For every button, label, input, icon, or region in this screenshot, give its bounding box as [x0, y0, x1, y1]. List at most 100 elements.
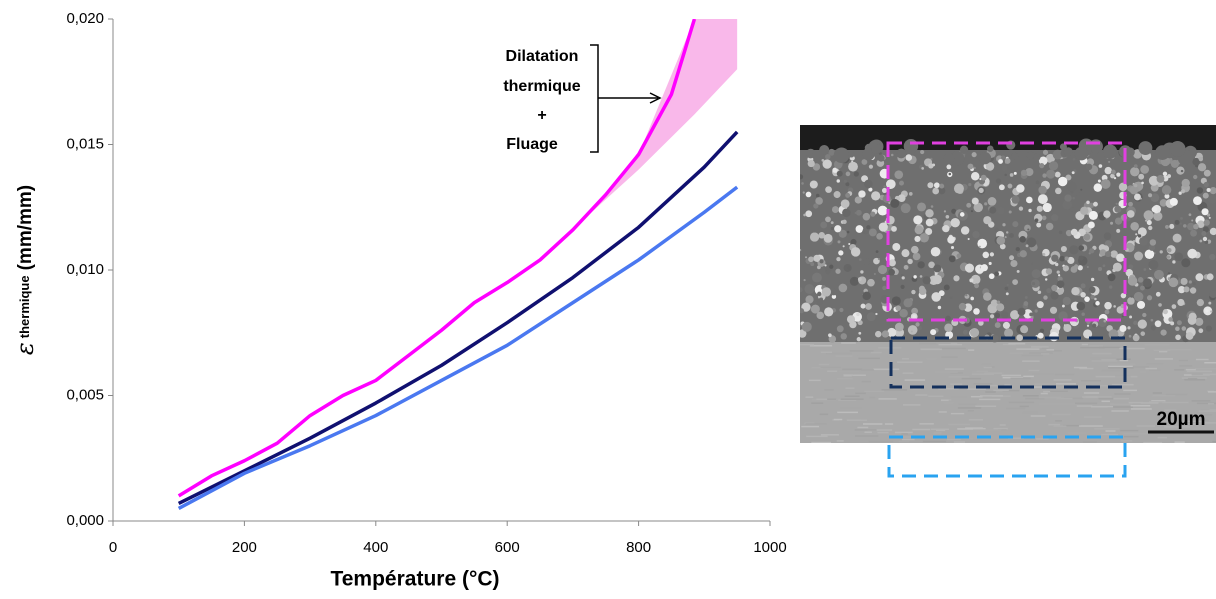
texture: [830, 288, 838, 296]
texture: [1018, 206, 1024, 211]
texture: [1084, 296, 1090, 302]
texture: [1080, 292, 1086, 298]
texture: [932, 274, 942, 285]
texture: [894, 170, 904, 179]
texture: [953, 275, 960, 282]
y-tick-label: 0,010: [66, 261, 104, 278]
texture: [902, 404, 921, 406]
texture: [1167, 272, 1171, 275]
texture: [1021, 354, 1043, 357]
texture: [800, 308, 805, 314]
texture: [891, 296, 901, 306]
texture: [1187, 377, 1198, 380]
texture: [1088, 210, 1098, 221]
texture: [1162, 309, 1168, 315]
texture: [926, 357, 937, 360]
texture: [838, 229, 847, 238]
texture: [1044, 278, 1048, 281]
texture: [863, 423, 883, 425]
texture: [871, 144, 881, 154]
texture: [1189, 287, 1197, 294]
texture: [811, 402, 824, 404]
texture: [1098, 318, 1107, 328]
texture: [956, 253, 962, 259]
texture: [846, 230, 850, 234]
texture: [1080, 206, 1089, 216]
texture: [932, 187, 940, 195]
texture: [1083, 392, 1100, 394]
texture: [973, 202, 983, 213]
texture: [1191, 219, 1194, 222]
texture: [1185, 368, 1196, 371]
texture: [943, 401, 954, 404]
x-tick-label: 600: [495, 539, 520, 556]
texture: [1051, 214, 1059, 222]
texture: [877, 431, 889, 434]
texture: [1128, 201, 1133, 207]
texture: [1099, 249, 1107, 256]
texture: [915, 394, 928, 396]
texture: [1004, 286, 1009, 291]
texture: [1175, 334, 1181, 341]
texture: [1008, 401, 1035, 404]
texture: [862, 291, 871, 301]
texture: [1093, 183, 1103, 192]
texture: [985, 162, 995, 171]
texture: [1176, 166, 1185, 175]
texture: [840, 199, 850, 209]
texture: [969, 328, 980, 338]
texture: [1082, 441, 1097, 443]
region-box: [889, 336, 1127, 389]
texture: [838, 399, 857, 401]
texture: [1206, 273, 1214, 281]
texture: [907, 325, 918, 335]
texture: [970, 172, 980, 181]
texture: [899, 308, 908, 318]
texture: [912, 428, 931, 431]
texture: [1062, 304, 1065, 308]
texture: [812, 228, 817, 233]
texture: [1037, 290, 1042, 295]
texture: [848, 242, 851, 245]
texture: [1105, 430, 1116, 432]
texture: [1168, 317, 1173, 322]
texture: [1130, 408, 1152, 410]
texture: [931, 292, 941, 302]
texture: [1141, 181, 1144, 185]
texture: [1176, 320, 1182, 326]
texture: [1202, 226, 1209, 233]
texture: [873, 273, 876, 276]
texture: [1178, 191, 1182, 195]
texture: [860, 303, 866, 309]
texture: [1104, 301, 1112, 310]
texture: [1004, 161, 1008, 164]
texture: [1002, 389, 1020, 392]
texture: [1170, 159, 1179, 168]
texture: [1136, 300, 1146, 309]
texture: [1001, 155, 1006, 160]
texture: [819, 259, 824, 264]
texture: [903, 298, 913, 308]
texture: [1048, 423, 1061, 426]
texture: [851, 374, 866, 377]
texture: [1167, 247, 1172, 253]
texture: [820, 366, 841, 368]
texture: [1133, 291, 1144, 302]
texture: [887, 327, 897, 337]
texture: [1023, 375, 1034, 378]
texture: [1148, 225, 1153, 231]
texture: [1007, 437, 1024, 440]
texture: [961, 377, 982, 380]
texture: [1188, 280, 1192, 284]
texture: [1123, 432, 1149, 435]
texture: [978, 152, 992, 165]
texture: [847, 419, 867, 422]
texture: [1190, 229, 1197, 237]
texture: [1078, 245, 1085, 251]
texture: [1181, 258, 1191, 268]
texture: [959, 212, 965, 217]
texture: [1184, 378, 1206, 381]
texture: [861, 369, 875, 371]
texture: [1144, 249, 1155, 260]
texture: [1127, 326, 1131, 330]
